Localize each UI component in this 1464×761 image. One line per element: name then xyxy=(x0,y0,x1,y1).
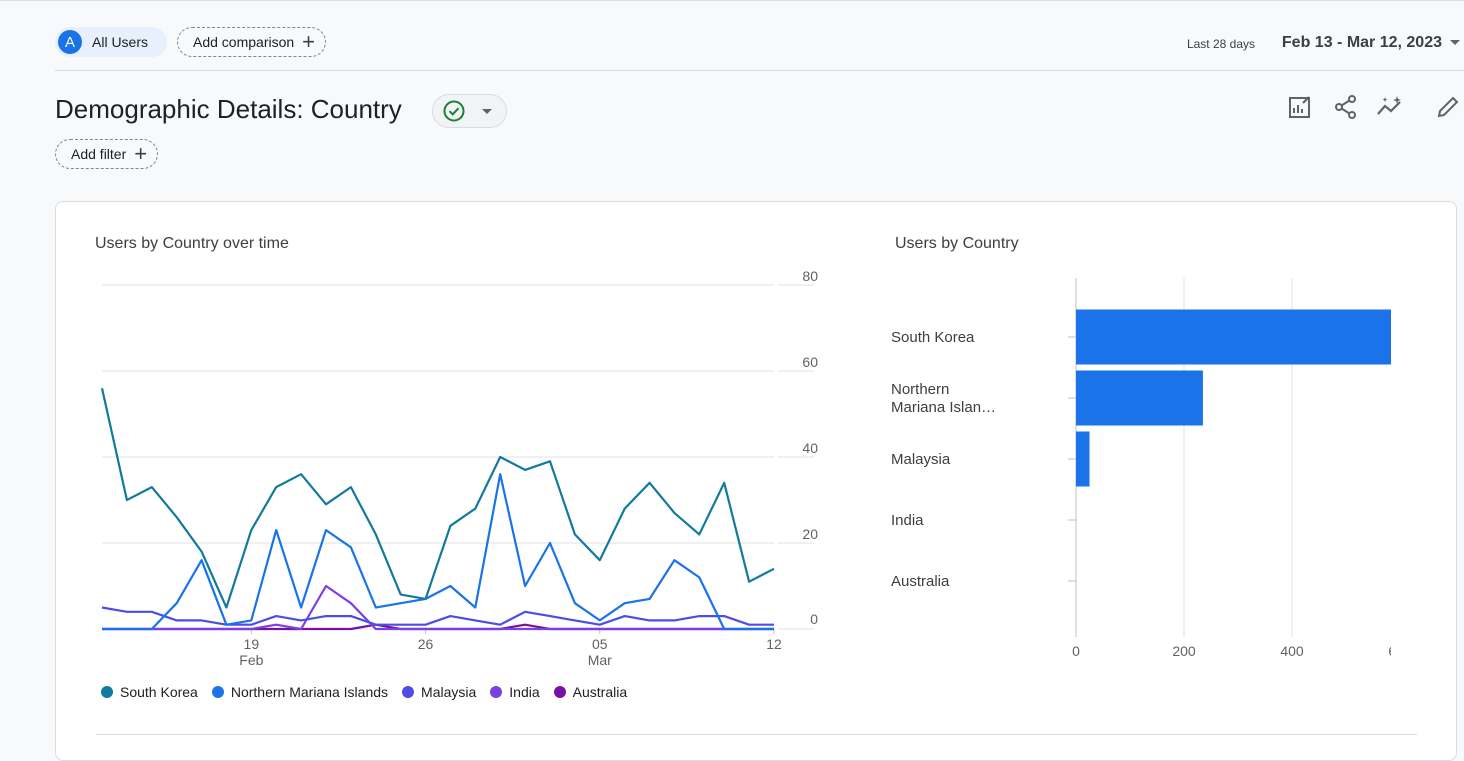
legend-swatch xyxy=(490,686,503,698)
legend-swatch xyxy=(402,686,415,698)
category-label: Mariana Islan… xyxy=(891,399,996,416)
segment-label: All Users xyxy=(92,34,149,50)
x-tick-label: 19 xyxy=(244,636,260,652)
y-tick-label: 60 xyxy=(802,354,818,370)
card-divider xyxy=(96,734,1417,735)
legend-swatch xyxy=(101,686,113,698)
legend-label: Northern Mariana Islands xyxy=(230,684,389,700)
bar-1[interactable] xyxy=(1076,370,1203,426)
date-range-prefix: Last 28 days xyxy=(1186,37,1255,51)
plus-icon: + xyxy=(134,141,148,166)
x-tick-label: 200 xyxy=(1172,643,1196,659)
chevron-down-icon[interactable] xyxy=(1450,40,1460,45)
legend-item[interactable]: Malaysia xyxy=(402,684,476,700)
category-label: India xyxy=(891,512,924,529)
segment-avatar: A xyxy=(58,30,82,54)
legend-label: South Korea xyxy=(120,684,198,700)
toolbar-divider xyxy=(55,70,1464,71)
x-tick-sublabel: Mar xyxy=(588,652,612,668)
category-label: Australia xyxy=(891,573,950,590)
toolbar: A All Users Add comparison + Last 28 day… xyxy=(55,26,1464,58)
insights-icon[interactable] xyxy=(1376,92,1406,122)
x-tick-label: 0 xyxy=(1072,643,1080,659)
legend-label: Australia xyxy=(572,684,628,700)
edit-icon[interactable] xyxy=(1433,92,1463,122)
report-status-chip[interactable] xyxy=(432,94,507,128)
segment-chip[interactable]: A All Users xyxy=(55,27,167,57)
line-series-south-korea[interactable] xyxy=(100,387,775,609)
plus-icon: + xyxy=(302,29,316,54)
page-title: Demographic Details: Country xyxy=(55,94,402,124)
top-border xyxy=(0,0,1464,1)
line-series-northern-mariana-islands[interactable] xyxy=(102,473,774,631)
chevron-down-icon xyxy=(482,109,492,114)
category-label: Northern xyxy=(891,381,949,398)
header-actions xyxy=(1280,92,1464,124)
legend-label: Malaysia xyxy=(421,684,477,700)
category-label: South Korea xyxy=(891,329,975,346)
bar-chart-title: Users by Country xyxy=(895,235,1019,252)
bar-0[interactable] xyxy=(1076,309,1391,365)
line-series-india[interactable] xyxy=(102,584,774,631)
add-filter-label: Add filter xyxy=(71,146,127,162)
line-chart-legend: South Korea Northern Mariana Islands Malay… xyxy=(101,684,641,700)
add-comparison-button[interactable]: Add comparison + xyxy=(177,27,327,57)
x-tick-label: 12 xyxy=(766,636,782,652)
x-tick-label: 05 xyxy=(592,636,608,652)
legend-item[interactable]: Northern Mariana Islands xyxy=(211,684,389,700)
share-icon[interactable] xyxy=(1331,92,1361,122)
x-tick-label: 600 xyxy=(1388,643,1391,659)
legend-item[interactable]: Australia xyxy=(553,684,628,700)
y-tick-label: 80 xyxy=(802,268,818,284)
date-range-button[interactable]: Feb 13 - Mar 12, 2023 xyxy=(1281,34,1442,51)
line-series-malaysia[interactable] xyxy=(101,606,774,626)
category-label: Malaysia xyxy=(891,451,951,468)
add-filter-button[interactable]: Add filter + xyxy=(55,139,159,169)
customize-report-icon[interactable] xyxy=(1285,92,1315,122)
legend-swatch xyxy=(553,686,566,698)
y-tick-label: 40 xyxy=(802,440,818,456)
bar-2[interactable] xyxy=(1076,431,1090,487)
x-tick-sublabel: Feb xyxy=(239,652,263,668)
legend-swatch xyxy=(211,686,224,698)
x-tick-label: 26 xyxy=(418,636,434,652)
check-circle-icon xyxy=(443,100,465,122)
x-tick-label: 400 xyxy=(1280,643,1304,659)
legend-item[interactable]: South Korea xyxy=(101,684,198,700)
add-comparison-label: Add comparison xyxy=(193,34,295,50)
legend-item[interactable]: India xyxy=(490,684,540,700)
line-chart-title: Users by Country over time xyxy=(95,235,289,252)
y-tick-label: 0 xyxy=(810,611,818,627)
y-tick-label: 20 xyxy=(802,526,818,542)
report-card: Users by Country over time Users by Coun… xyxy=(55,201,1457,761)
legend-label: India xyxy=(509,684,540,700)
